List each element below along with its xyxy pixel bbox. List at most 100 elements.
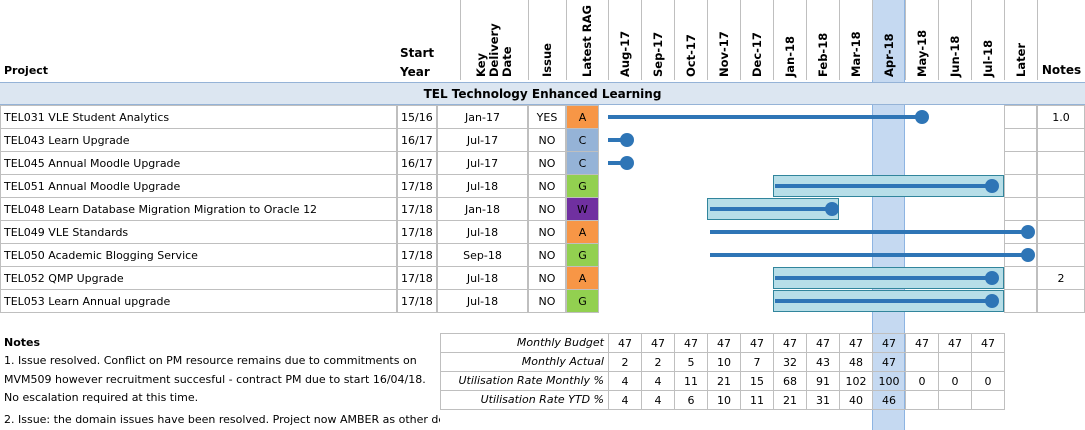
cell-project: TEL051 Annual Moodle Upgrade: [0, 174, 397, 198]
cell-key-delivery: Jan-17: [437, 105, 528, 129]
gantt-milestone: [985, 179, 999, 193]
notes-cell: 1.0: [1037, 105, 1085, 129]
header-issue: Issue: [540, 43, 554, 77]
notes-title: Notes: [4, 336, 41, 349]
cell-key-delivery: Jul-17: [437, 151, 528, 175]
cell-issue: NO: [528, 220, 566, 244]
metric-value: 47: [641, 333, 675, 353]
metric-value: 4: [608, 390, 642, 410]
gantt-line: [775, 184, 992, 188]
header-key-delivery-cell: Key Delivery Date: [460, 0, 528, 80]
later-cell: [1004, 197, 1037, 221]
notes-line: No escalation required at this time.: [4, 391, 199, 404]
header-later: Later: [1013, 42, 1028, 77]
metric-value: 0: [938, 371, 972, 391]
header-notes: Notes: [1037, 0, 1085, 80]
later-cell: [1004, 289, 1037, 313]
cell-start-year: 17/18: [397, 197, 437, 221]
cell-issue: NO: [528, 197, 566, 221]
cell-start-year: 17/18: [397, 243, 437, 267]
month-header-cell: Jun-18: [938, 0, 971, 80]
notes-cell: [1037, 220, 1085, 244]
metric-value: [905, 390, 939, 410]
header-issue-cell: Issue: [528, 0, 566, 80]
month-header-cell: Mar-18: [839, 0, 872, 80]
metric-value: 68: [773, 371, 807, 391]
metric-value: 4: [641, 371, 675, 391]
month-header: Jan-18: [782, 35, 797, 77]
gantt-milestone: [620, 133, 634, 147]
cell-project: TEL052 QMP Upgrade: [0, 266, 397, 290]
later-cell: [1004, 105, 1037, 129]
month-header: May-18: [914, 29, 929, 77]
gantt-line: [608, 115, 922, 119]
gantt-milestone: [985, 294, 999, 308]
gantt-milestone: [915, 110, 929, 124]
metric-value: 21: [707, 371, 741, 391]
month-header-cell: Aug-17: [608, 0, 641, 80]
rag-cell: C: [566, 151, 599, 175]
metric-value: 46: [872, 390, 906, 410]
cell-key-delivery: Jan-18: [437, 197, 528, 221]
metric-value: 40: [839, 390, 873, 410]
metric-value: 7: [740, 352, 774, 372]
cell-issue: NO: [528, 174, 566, 198]
metric-label: Utilisation Rate Monthly %: [458, 374, 604, 387]
later-cell: [1004, 151, 1037, 175]
month-header-cell: Feb-18: [806, 0, 839, 80]
metric-value: 47: [872, 352, 906, 372]
cell-issue: YES: [528, 105, 566, 129]
notes-line: 2. Issue: the domain issues have been re…: [4, 413, 440, 426]
metric-value: 10: [707, 390, 741, 410]
cell-issue: NO: [528, 289, 566, 313]
metric-value: 11: [740, 390, 774, 410]
month-header: Aug-17: [617, 30, 632, 77]
month-header-cell: Oct-17: [674, 0, 707, 80]
cell-start-year: 17/18: [397, 289, 437, 313]
month-header: Nov-17: [716, 31, 731, 77]
metric-value: 47: [707, 333, 741, 353]
month-header-cell: May-18: [905, 0, 938, 80]
cell-issue: NO: [528, 128, 566, 152]
notes-cell: [1037, 174, 1085, 198]
cell-issue: NO: [528, 243, 566, 267]
metric-label-border: [440, 333, 608, 353]
metric-label: Monthly Budget: [516, 336, 604, 349]
cell-key-delivery: Jul-18: [437, 266, 528, 290]
month-header: Apr-18: [881, 33, 896, 77]
cell-key-delivery: Sep-18: [437, 243, 528, 267]
metric-value: [905, 352, 939, 372]
month-header: Mar-18: [848, 31, 863, 77]
metric-value: [938, 390, 972, 410]
metric-value: 21: [773, 390, 807, 410]
gantt-line: [710, 230, 1028, 234]
month-header-cell: Apr-18: [872, 0, 905, 80]
month-header: Sep-17: [650, 31, 665, 77]
cell-project: TEL031 VLE Student Analytics: [0, 105, 397, 129]
metric-value: 47: [971, 333, 1005, 353]
metric-value: 11: [674, 371, 708, 391]
month-header-cell: Dec-17: [740, 0, 773, 80]
section-band: TEL Technology Enhanced Learning: [0, 82, 1085, 105]
metric-value: 47: [872, 333, 906, 353]
metric-value: 47: [839, 333, 873, 353]
cell-key-delivery: Jul-18: [437, 174, 528, 198]
metric-value: 47: [608, 333, 642, 353]
metric-value: 4: [641, 390, 675, 410]
month-header-cell: Jul-18: [971, 0, 1004, 80]
metric-value: [971, 390, 1005, 410]
metric-value: 47: [773, 333, 807, 353]
metric-value: 4: [608, 371, 642, 391]
metric-value: 5: [674, 352, 708, 372]
metric-value: [938, 352, 972, 372]
metric-value: 0: [905, 371, 939, 391]
current-month-column: [872, 0, 905, 430]
header-rag-cell: Latest RAG: [566, 0, 608, 80]
month-header: Oct-17: [683, 34, 698, 77]
cell-start-year: 15/16: [397, 105, 437, 129]
rag-cell: G: [566, 243, 599, 267]
header-start-year: Start Year: [400, 46, 435, 79]
month-header: Feb-18: [815, 32, 830, 77]
metric-value: 47: [806, 333, 840, 353]
